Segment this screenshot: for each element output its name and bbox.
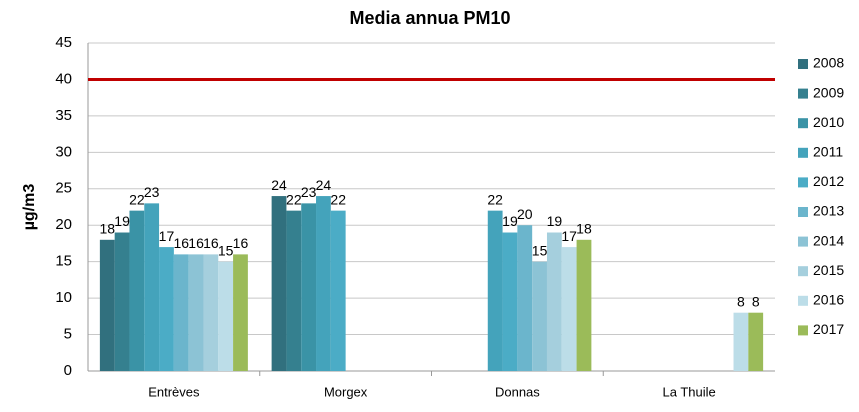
legend-label: 2008 [813,55,844,71]
value-label: 16 [233,235,249,251]
bar [316,196,331,371]
bar [159,247,174,371]
bar [748,312,764,371]
y-tick-label: 20 [55,216,72,233]
bar [487,210,503,371]
legend-label: 2016 [813,292,844,308]
value-label: 16 [173,235,189,251]
bar [576,239,592,371]
value-label: 16 [203,235,219,251]
value-label: 22 [286,191,302,207]
x-tick-label: Entrèves [148,384,200,399]
bar [561,247,577,371]
x-tick-label: Donnas [495,384,540,399]
y-tick-label: 45 [55,34,72,51]
value-label: 23 [144,184,160,200]
legend-label: 2013 [813,203,844,219]
bar [532,261,547,371]
bar [114,232,130,371]
value-label: 17 [561,228,577,244]
value-label: 8 [752,293,760,309]
legend-swatch [798,177,808,188]
value-label: 19 [502,213,518,229]
bar [502,232,518,371]
y-tick-label: 15 [55,253,72,270]
value-label: 22 [129,191,145,207]
y-tick-label: 25 [55,180,72,197]
legend-label: 2015 [813,262,844,278]
value-label: 16 [188,235,204,251]
chart-title: Media annua PM10 [349,8,510,28]
bar [233,254,248,371]
value-label: 15 [532,242,548,258]
y-tick-label: 5 [64,326,72,343]
value-label: 15 [218,242,234,258]
bar [99,239,115,371]
value-label: 22 [487,191,503,207]
value-label: 17 [159,228,175,244]
legend-swatch [798,295,808,306]
legend-swatch [798,236,808,247]
legend-label: 2011 [813,144,843,160]
bar [188,254,204,371]
bar [546,232,562,371]
value-label: 18 [576,221,592,237]
legend-swatch [798,59,808,69]
bar [173,254,189,371]
bar [733,312,749,371]
legend-label: 2012 [813,173,844,189]
value-label: 8 [737,293,745,309]
bar [286,210,302,371]
x-tick-label: La Thuile [663,384,716,399]
y-tick-label: 40 [55,70,72,87]
legend-swatch [798,118,808,129]
legend-label: 2014 [813,232,844,248]
legend-swatch [798,147,808,158]
legend-label: 2009 [813,84,844,100]
bar [517,225,533,371]
legend-swatch [798,266,808,277]
legend-label: 2010 [813,114,844,130]
value-label: 22 [330,191,346,207]
legend-label: 2017 [813,321,844,337]
y-tick-label: 0 [64,362,72,379]
bar [203,254,219,371]
value-label: 19 [114,213,130,229]
bar [129,210,145,371]
x-tick-label: Morgex [324,384,368,399]
bar [144,203,160,371]
y-tick-label: 10 [55,289,72,306]
value-label: 18 [99,221,115,237]
value-label: 20 [517,206,533,222]
bar [218,261,234,371]
bar [271,196,287,371]
value-label: 23 [301,184,317,200]
bar [301,203,317,371]
legend-swatch [798,88,808,99]
y-axis-label: µg/m3 [21,184,38,231]
y-tick-label: 35 [55,107,72,124]
legend-swatch [798,325,808,336]
value-label: 19 [547,213,563,229]
value-label: 24 [271,177,287,193]
y-tick-label: 30 [55,143,72,160]
value-label: 24 [316,177,332,193]
bar [330,210,346,371]
legend-swatch [798,207,808,217]
